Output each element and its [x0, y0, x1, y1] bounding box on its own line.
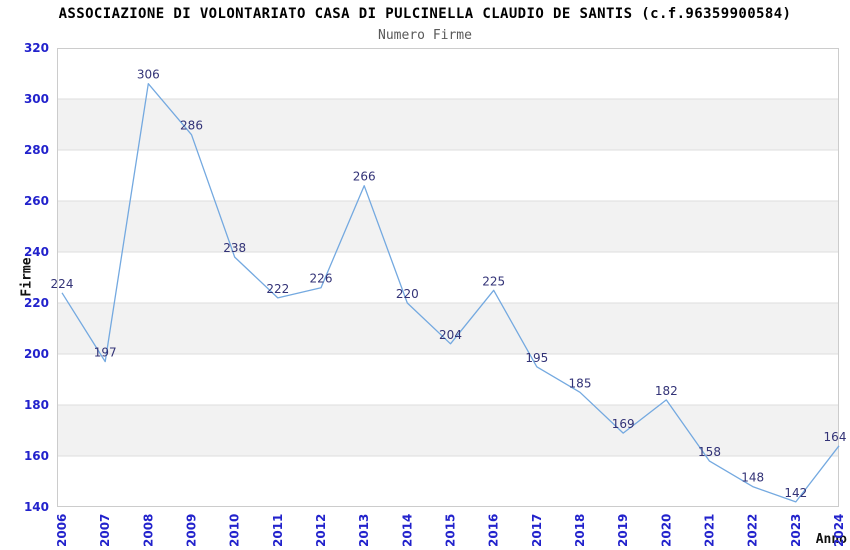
x-tick-label: 2006	[55, 514, 69, 547]
y-tick-label: 320	[24, 41, 49, 55]
x-tick-label: 2021	[703, 514, 717, 547]
y-tick-label: 220	[24, 296, 49, 310]
y-tick-label: 280	[24, 143, 49, 157]
plot-area: 140 160 180 200 220 240 260 280 300 320 2006 2007 20…	[24, 41, 847, 547]
x-tick-label: 2019	[616, 514, 630, 547]
y-tick-label: 140	[24, 500, 49, 514]
y-tick-label: 200	[24, 347, 49, 361]
chart-subtitle: Numero Firme	[378, 28, 472, 43]
data-label: 158	[698, 445, 721, 459]
x-tick-label: 2014	[400, 514, 414, 547]
data-label: 220	[396, 287, 419, 301]
data-label: 185	[569, 376, 592, 390]
data-label: 266	[353, 170, 376, 184]
x-axis-title: Anno	[815, 532, 847, 547]
data-label: 224	[51, 277, 74, 291]
x-tick-label: 2020	[659, 514, 673, 547]
data-label: 286	[180, 119, 203, 133]
x-tick-label: 2010	[228, 514, 242, 547]
band-fill	[57, 99, 839, 150]
band-fill	[57, 303, 839, 354]
x-tick-label: 2009	[185, 514, 199, 547]
x-tick-label: 2016	[487, 514, 501, 547]
data-label: 169	[612, 417, 635, 431]
data-label: 238	[223, 241, 246, 255]
data-label: 226	[310, 272, 333, 286]
x-tick-label: 2007	[98, 514, 112, 547]
band-fill	[57, 201, 839, 252]
data-label: 222	[266, 282, 289, 296]
data-label: 204	[439, 328, 462, 342]
data-label: 225	[482, 274, 505, 288]
chart-title: ASSOCIAZIONE DI VOLONTARIATO CASA DI PUL…	[58, 6, 792, 22]
data-label: 197	[94, 346, 117, 360]
y-tick-label: 240	[24, 245, 49, 259]
x-tick-label: 2012	[314, 514, 328, 547]
band-fill	[57, 405, 839, 456]
data-label: 142	[784, 486, 807, 500]
x-tick-label: 2008	[141, 514, 155, 547]
x-tick-label: 2022	[746, 514, 760, 547]
data-label: 148	[741, 471, 764, 485]
data-series-line	[61, 83, 840, 503]
y-tick-label: 300	[24, 92, 49, 106]
data-label: 306	[137, 68, 160, 82]
plot-border	[57, 48, 839, 507]
x-tick-label: 2018	[573, 514, 587, 547]
y-tick-label: 160	[24, 449, 49, 463]
y-axis-title: Firme	[19, 257, 35, 297]
x-tick-label: 2017	[530, 514, 544, 547]
data-label: 164	[824, 430, 847, 444]
y-tick-label: 180	[24, 398, 49, 412]
x-tick-label: 2013	[357, 514, 371, 547]
x-tick-label: 2015	[444, 514, 458, 547]
data-label: 195	[525, 351, 548, 365]
y-tick-label: 260	[24, 194, 49, 208]
x-tick-label: 2024	[832, 514, 846, 547]
x-tick-label: 2023	[789, 514, 803, 547]
x-tick-label: 2011	[271, 514, 285, 547]
data-label: 182	[655, 384, 678, 398]
